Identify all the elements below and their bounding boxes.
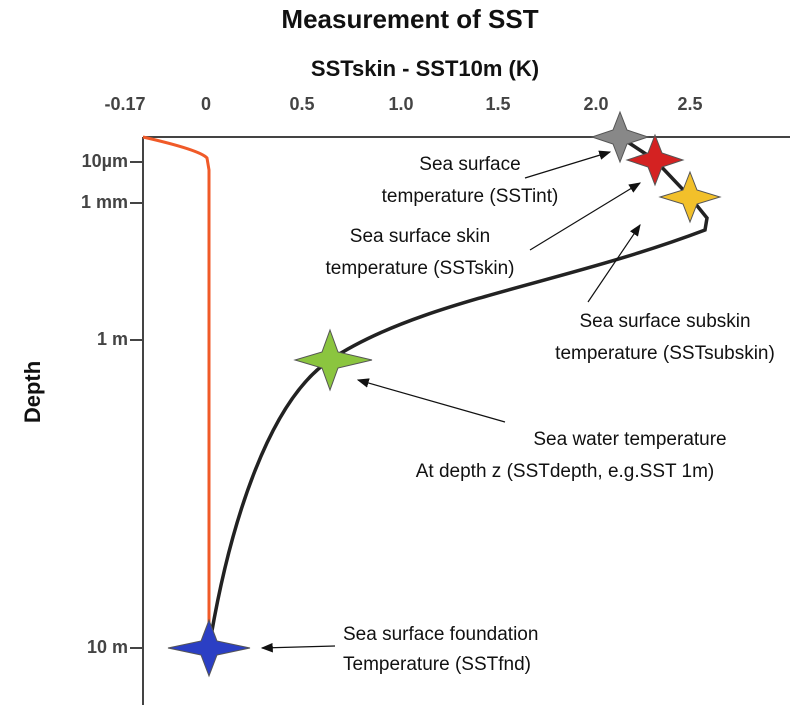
annotation: Sea surface skin <box>350 226 490 247</box>
y-axis-label: Depth <box>20 361 45 423</box>
annotation: Temperature (SSTfnd) <box>343 654 531 675</box>
x-tick-label: 2.0 <box>583 94 608 114</box>
y-tick-label: 1 m <box>97 329 128 349</box>
black-profile <box>207 135 709 649</box>
annotation: At depth z (SSTdepth, e.g.SST 1m) <box>416 461 715 482</box>
annotation: temperature (SSTsubskin) <box>555 343 775 364</box>
x-tick-label: 1.5 <box>485 94 510 114</box>
annotation: Sea surface foundation <box>343 624 538 645</box>
x-tick-label: 0 <box>201 94 211 114</box>
x-tick-label: -0.17 <box>104 94 145 114</box>
red-profile <box>142 135 211 648</box>
axes <box>130 136 790 705</box>
subtitle: SSTskin - SST10m (K) <box>311 56 539 81</box>
x-tick-label: 2.5 <box>677 94 702 114</box>
annotation: temperature (SSTskin) <box>325 258 514 279</box>
stars <box>167 110 722 678</box>
y-tick-label: 1 mm <box>81 192 128 212</box>
annotation: Sea water temperature <box>533 429 726 450</box>
arrows <box>260 150 642 653</box>
x-tick-label: 0.5 <box>289 94 314 114</box>
annotation: temperature (SSTint) <box>382 186 559 207</box>
title: Measurement of SST <box>281 4 538 34</box>
annotation: Sea surface <box>419 154 520 175</box>
y-tick-label: 10µm <box>82 151 128 171</box>
x-tick-label: 1.0 <box>388 94 413 114</box>
y-tick-label: 10 m <box>87 637 128 657</box>
annotation: Sea surface subskin <box>579 311 750 332</box>
